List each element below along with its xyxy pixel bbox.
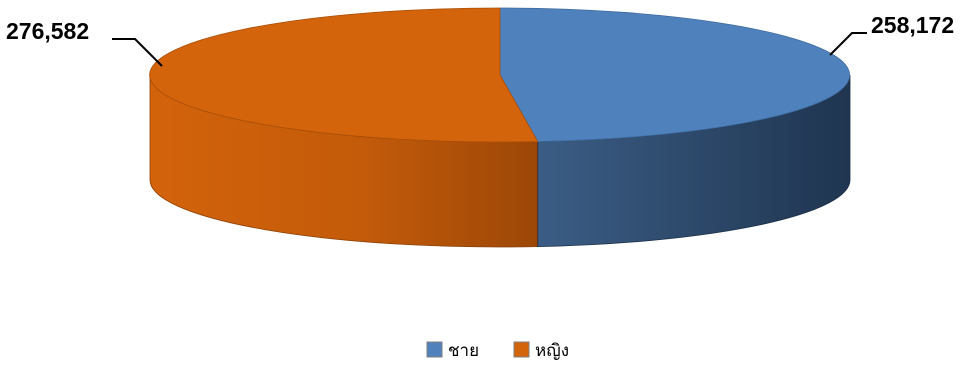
- leader-line-male: [829, 32, 867, 56]
- data-label-male: 258,172: [871, 12, 954, 38]
- legend-label-female: หญิง: [535, 341, 569, 361]
- legend-swatch-male: [426, 341, 443, 358]
- leader-line-female: [112, 38, 163, 67]
- legend-label-male: ชาย: [448, 341, 479, 361]
- data-label-female: 276,582: [6, 18, 89, 44]
- pie-slice-male: [499, 7, 850, 143]
- legend: ชาย หญิง: [426, 341, 569, 361]
- pie-slice-female: [149, 7, 539, 143]
- legend-swatch-female: [513, 341, 530, 358]
- pie-top-layer: [149, 7, 850, 143]
- leader-lines: [112, 32, 867, 67]
